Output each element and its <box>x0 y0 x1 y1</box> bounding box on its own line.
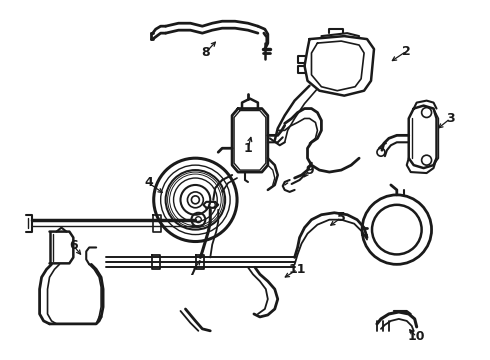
Text: 7: 7 <box>188 265 197 278</box>
Text: 6: 6 <box>69 239 77 252</box>
Text: 9: 9 <box>305 163 314 176</box>
Text: 5: 5 <box>337 211 345 224</box>
Text: 4: 4 <box>145 176 153 189</box>
Text: 11: 11 <box>289 263 306 276</box>
Text: 2: 2 <box>402 45 411 58</box>
Text: 1: 1 <box>244 142 252 155</box>
Text: 3: 3 <box>446 112 455 125</box>
Text: 10: 10 <box>408 330 425 343</box>
Text: 8: 8 <box>201 46 210 59</box>
